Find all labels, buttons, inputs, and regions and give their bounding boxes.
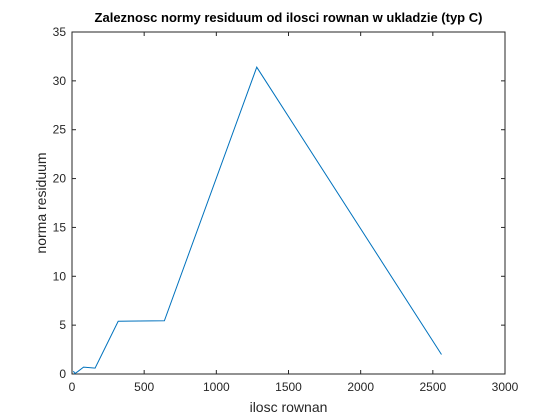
- y-tick-label: 30: [53, 74, 67, 88]
- series-line-0: [73, 66, 442, 375]
- y-tick-label: 5: [59, 318, 66, 332]
- x-tick-label: 2500: [419, 380, 446, 394]
- x-tick-label: 0: [69, 380, 76, 394]
- y-axis-label: norma residuum: [33, 152, 49, 253]
- x-tick-label: 1000: [203, 380, 230, 394]
- series-layer: [73, 66, 442, 375]
- y-tick-label: 15: [53, 220, 67, 234]
- x-tick-label: 1500: [275, 380, 302, 394]
- x-tick-label: 3000: [492, 380, 519, 394]
- y-tick-label: 0: [59, 367, 66, 381]
- y-tick-label: 20: [53, 172, 67, 186]
- x-tick-label: 2000: [347, 380, 374, 394]
- plot-area: [71, 31, 506, 375]
- y-tick-label: 35: [53, 25, 67, 39]
- y-tick-label: 10: [53, 269, 67, 283]
- y-tick-label: 25: [53, 123, 67, 137]
- ticks: 0 500 1000 1500 2000 2500 3000 0 5 10 15 20 25 30 35: [53, 25, 519, 394]
- chart-title: Zaleznosc normy residuum od ilosci rowna…: [95, 10, 483, 25]
- x-axis-label: ilosc rownan: [250, 399, 328, 415]
- x-tick-label: 500: [134, 380, 154, 394]
